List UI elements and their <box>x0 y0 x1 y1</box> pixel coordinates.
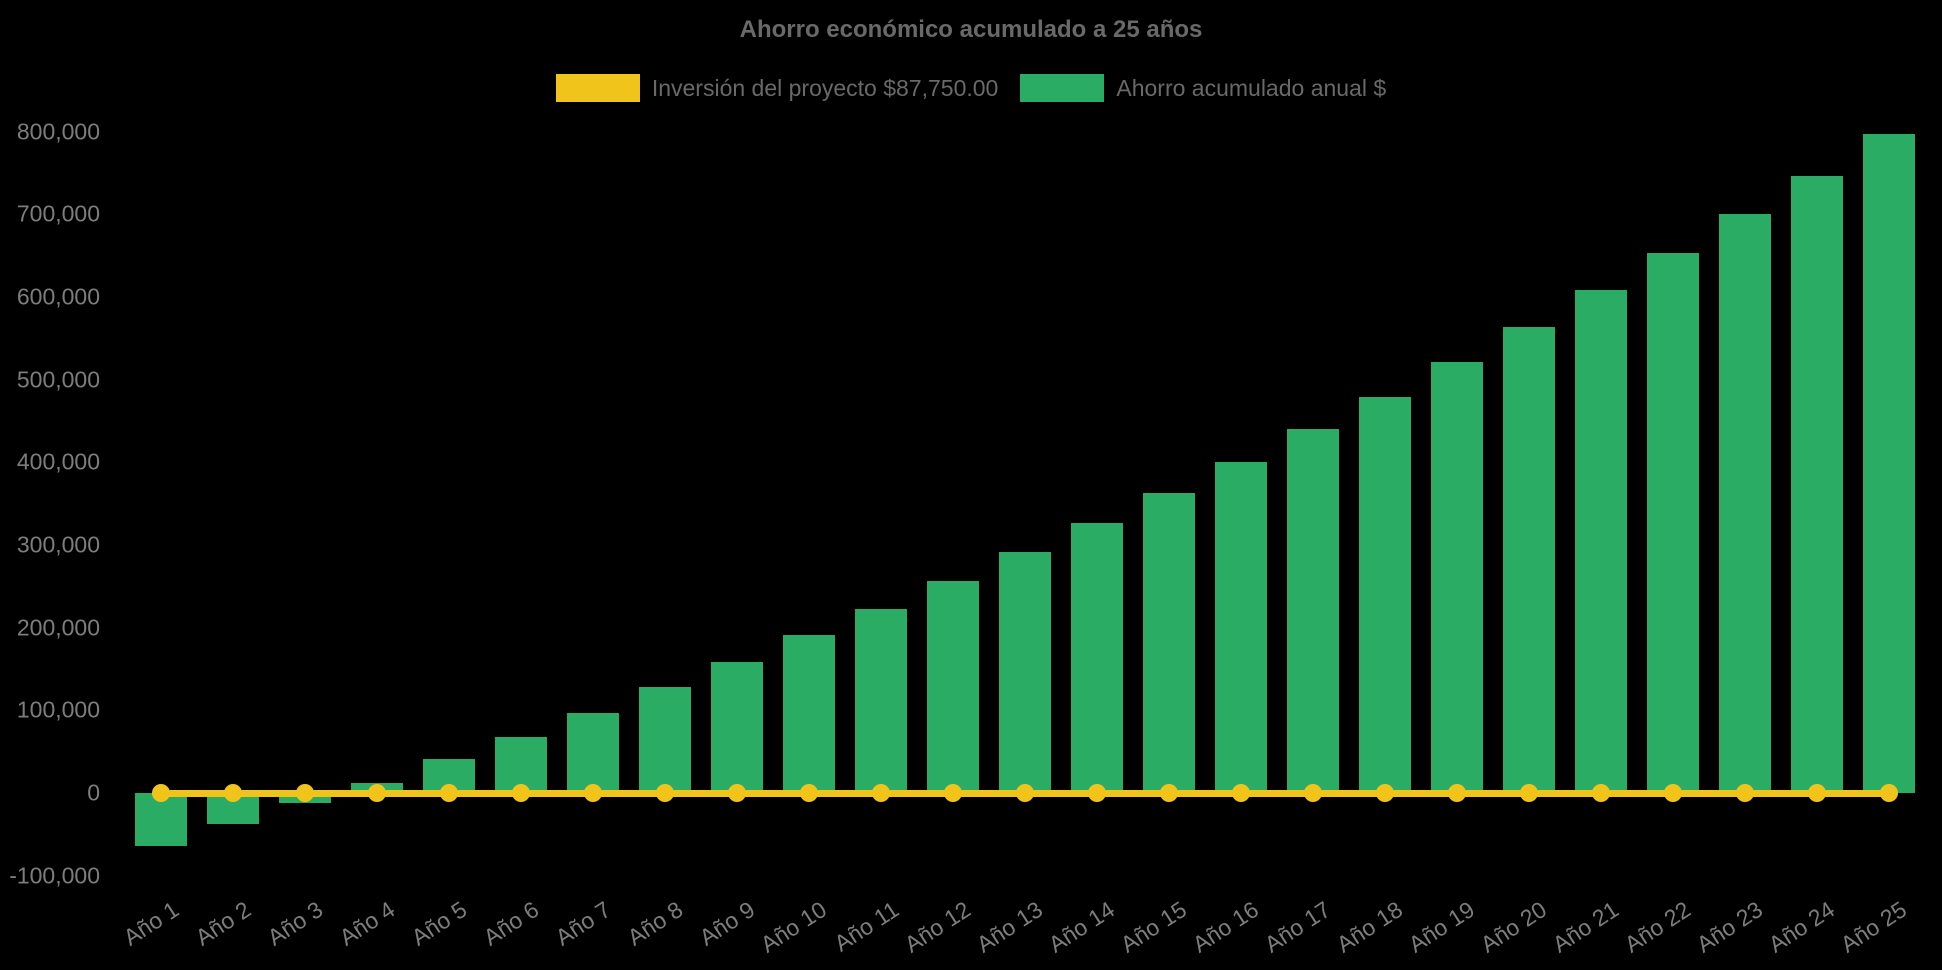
x-tick-label-año-11: Año 11 <box>829 896 904 957</box>
savings-bar-año-11[interactable] <box>855 608 907 793</box>
legend-item-savings[interactable]: Ahorro acumulado anual $ <box>1020 74 1386 102</box>
chart-title: Ahorro económico acumulado a 25 años <box>739 16 1203 43</box>
savings-bar-año-24[interactable] <box>1791 175 1843 793</box>
investment-point-año-7[interactable] <box>584 784 602 802</box>
y-tick-label: 100,000 <box>16 696 100 723</box>
savings-bar-año-14[interactable] <box>1071 522 1123 793</box>
savings-bar-año-19[interactable] <box>1431 362 1483 793</box>
x-tick-label-año-2: Año 2 <box>190 896 256 951</box>
x-tick-label-año-12: Año 12 <box>899 896 976 958</box>
savings-bar-año-10[interactable] <box>783 635 835 793</box>
savings-bar-año-22[interactable] <box>1647 253 1699 793</box>
savings-bar-año-20[interactable] <box>1503 326 1555 793</box>
savings-bar-año-12[interactable] <box>927 581 979 793</box>
y-tick-label: 500,000 <box>16 366 100 393</box>
x-tick-label-año-10: Año 10 <box>755 896 832 958</box>
investment-point-año-23[interactable] <box>1736 784 1754 802</box>
investment-point-año-21[interactable] <box>1592 784 1610 802</box>
x-tick-label-año-22: Año 22 <box>1619 896 1696 958</box>
y-tick-label: 0 <box>87 779 100 806</box>
x-tick-label-año-8: Año 8 <box>622 896 688 951</box>
savings-bar-año-9[interactable] <box>711 661 763 793</box>
x-tick-label-año-13: Año 13 <box>971 896 1048 958</box>
legend-item-investment-label: Inversión del proyecto $87,750.00 <box>651 74 999 101</box>
x-tick-label-año-17: Año 17 <box>1259 896 1336 958</box>
x-tick-label-año-16: Año 16 <box>1187 896 1264 958</box>
y-tick-label: 400,000 <box>16 448 100 475</box>
x-tick-label-año-18: Año 18 <box>1331 896 1408 958</box>
x-tick-label-año-6: Año 6 <box>478 896 544 951</box>
investment-point-año-5[interactable] <box>440 784 458 802</box>
x-tick-label-año-23: Año 23 <box>1691 896 1768 958</box>
y-tick-label: -100,000 <box>9 862 100 889</box>
y-tick-label: 800,000 <box>16 118 100 145</box>
investment-point-año-16[interactable] <box>1232 784 1250 802</box>
x-tick-label-año-1: Año 1 <box>118 896 184 951</box>
savings-bar-año-7[interactable] <box>567 712 619 793</box>
savings-bar-año-6[interactable] <box>495 736 547 793</box>
investment-point-año-25[interactable] <box>1880 784 1898 802</box>
investment-point-año-12[interactable] <box>944 784 962 802</box>
y-tick-label: 700,000 <box>16 200 100 227</box>
savings-bar-año-13[interactable] <box>999 551 1051 793</box>
x-tick-label-año-20: Año 20 <box>1475 896 1552 958</box>
investment-point-año-6[interactable] <box>512 784 530 802</box>
investment-point-año-19[interactable] <box>1448 784 1466 802</box>
savings-bar-año-15[interactable] <box>1143 492 1195 793</box>
savings-bar-año-17[interactable] <box>1287 428 1339 793</box>
investment-point-año-13[interactable] <box>1016 784 1034 802</box>
investment-point-año-9[interactable] <box>728 784 746 802</box>
savings-bar-año-23[interactable] <box>1719 214 1771 793</box>
legend-item-investment[interactable]: Inversión del proyecto $87,750.00 <box>555 74 999 102</box>
savings-bar-año-16[interactable] <box>1215 461 1267 793</box>
investment-point-año-17[interactable] <box>1304 784 1322 802</box>
investment-point-año-2[interactable] <box>224 784 242 802</box>
investment-point-año-14[interactable] <box>1088 784 1106 802</box>
x-tick-label-año-14: Año 14 <box>1043 896 1120 958</box>
x-tick-label-año-15: Año 15 <box>1115 896 1192 958</box>
x-tick-label-año-3: Año 3 <box>262 896 328 951</box>
x-tick-label-año-5: Año 5 <box>406 896 472 951</box>
x-tick-label-año-4: Año 4 <box>334 896 400 951</box>
y-tick-label: 200,000 <box>16 614 100 641</box>
savings-bar-año-21[interactable] <box>1575 290 1627 793</box>
investment-point-año-10[interactable] <box>800 784 818 802</box>
investment-point-año-20[interactable] <box>1520 784 1538 802</box>
x-tick-label-año-19: Año 19 <box>1403 896 1480 958</box>
investment-point-año-18[interactable] <box>1376 784 1394 802</box>
savings-bar-año-8[interactable] <box>639 687 691 793</box>
savings-bar-año-18[interactable] <box>1359 397 1411 793</box>
investment-point-año-15[interactable] <box>1160 784 1178 802</box>
investment-point-año-24[interactable] <box>1808 784 1826 802</box>
investment-point-año-4[interactable] <box>368 784 386 802</box>
x-tick-label-año-9: Año 9 <box>694 896 760 951</box>
x-tick-label-año-25: Año 25 <box>1835 896 1912 958</box>
savings-swatch-icon <box>1020 74 1105 102</box>
x-tick-label-año-24: Año 24 <box>1763 896 1840 958</box>
investment-swatch-icon <box>555 74 640 102</box>
legend: Inversión del proyecto $87,750.00 Ahorro… <box>0 74 1942 102</box>
investment-point-año-3[interactable] <box>296 784 314 802</box>
y-tick-label: 600,000 <box>16 283 100 310</box>
x-tick-label-año-7: Año 7 <box>550 896 616 951</box>
investment-point-año-1[interactable] <box>152 784 170 802</box>
investment-point-año-22[interactable] <box>1664 784 1682 802</box>
investment-point-año-8[interactable] <box>656 784 674 802</box>
legend-item-savings-label: Ahorro acumulado anual $ <box>1116 74 1387 101</box>
investment-point-año-11[interactable] <box>872 784 890 802</box>
y-tick-label: 300,000 <box>16 531 100 558</box>
x-tick-label-año-21: Año 21 <box>1547 896 1624 958</box>
savings-bar-año-25[interactable] <box>1863 134 1915 793</box>
